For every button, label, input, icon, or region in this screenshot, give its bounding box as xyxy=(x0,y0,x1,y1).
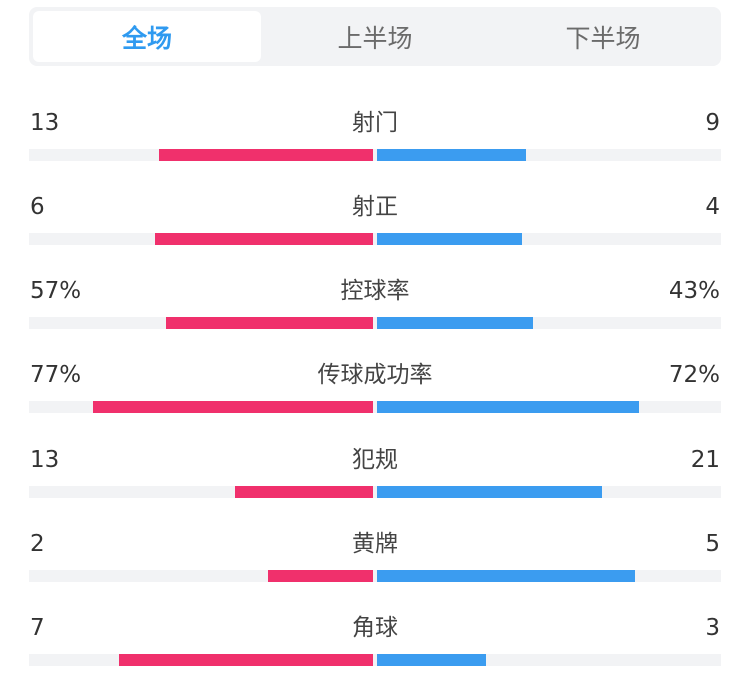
stat-bar-track xyxy=(29,317,721,329)
away-value: 5 xyxy=(705,531,720,557)
away-bar xyxy=(377,486,602,498)
stat-row-pass-accuracy: 77% 传球成功率 72% xyxy=(0,360,750,440)
home-bar xyxy=(235,486,373,498)
stat-label: 射正 xyxy=(352,194,398,220)
away-value: 3 xyxy=(705,615,720,641)
home-bar xyxy=(166,317,373,329)
away-value: 72% xyxy=(668,362,720,388)
away-bar xyxy=(377,317,533,329)
stat-bar-track xyxy=(29,570,721,582)
stat-row-shots-on-target: 6 射正 4 xyxy=(0,192,750,272)
home-bar xyxy=(93,401,373,413)
home-value: 6 xyxy=(30,194,45,220)
stat-row-shots: 13 射门 9 xyxy=(0,108,750,188)
home-bar xyxy=(159,149,373,161)
stat-row-possession: 57% 控球率 43% xyxy=(0,276,750,356)
away-bar xyxy=(377,149,526,161)
home-value: 13 xyxy=(30,110,60,136)
period-tabs: 全场 上半场 下半场 xyxy=(29,7,721,66)
away-value: 4 xyxy=(705,194,720,220)
home-value: 77% xyxy=(30,362,82,388)
stat-bar-track xyxy=(29,486,721,498)
stat-label: 射门 xyxy=(352,110,398,136)
stat-row-fouls: 13 犯规 21 xyxy=(0,445,750,525)
stat-row-corners: 7 角球 3 xyxy=(0,613,750,678)
stat-bar-track xyxy=(29,654,721,666)
away-value: 9 xyxy=(705,110,720,136)
stat-label: 犯规 xyxy=(352,447,398,473)
away-bar xyxy=(377,233,522,245)
home-bar xyxy=(119,654,373,666)
home-bar xyxy=(155,233,373,245)
away-bar xyxy=(377,654,486,666)
away-value: 43% xyxy=(668,278,720,304)
stat-label: 传球成功率 xyxy=(317,362,433,388)
home-bar xyxy=(268,570,373,582)
stat-bar-track xyxy=(29,149,721,161)
stat-bar-track xyxy=(29,401,721,413)
stat-label: 黄牌 xyxy=(352,531,398,557)
stat-label: 控球率 xyxy=(340,278,410,304)
away-bar xyxy=(377,401,639,413)
tab-first-half[interactable]: 上半场 xyxy=(337,23,413,53)
away-bar xyxy=(377,570,635,582)
home-value: 2 xyxy=(30,531,45,557)
home-value: 57% xyxy=(30,278,82,304)
home-value: 7 xyxy=(30,615,45,641)
home-value: 13 xyxy=(30,447,60,473)
stat-bar-track xyxy=(29,233,721,245)
away-value: 21 xyxy=(690,447,720,473)
tab-full-match[interactable]: 全场 xyxy=(33,11,261,62)
tab-second-half[interactable]: 下半场 xyxy=(565,23,641,53)
stat-label: 角球 xyxy=(352,615,398,641)
stat-row-yellow-cards: 2 黄牌 5 xyxy=(0,529,750,609)
